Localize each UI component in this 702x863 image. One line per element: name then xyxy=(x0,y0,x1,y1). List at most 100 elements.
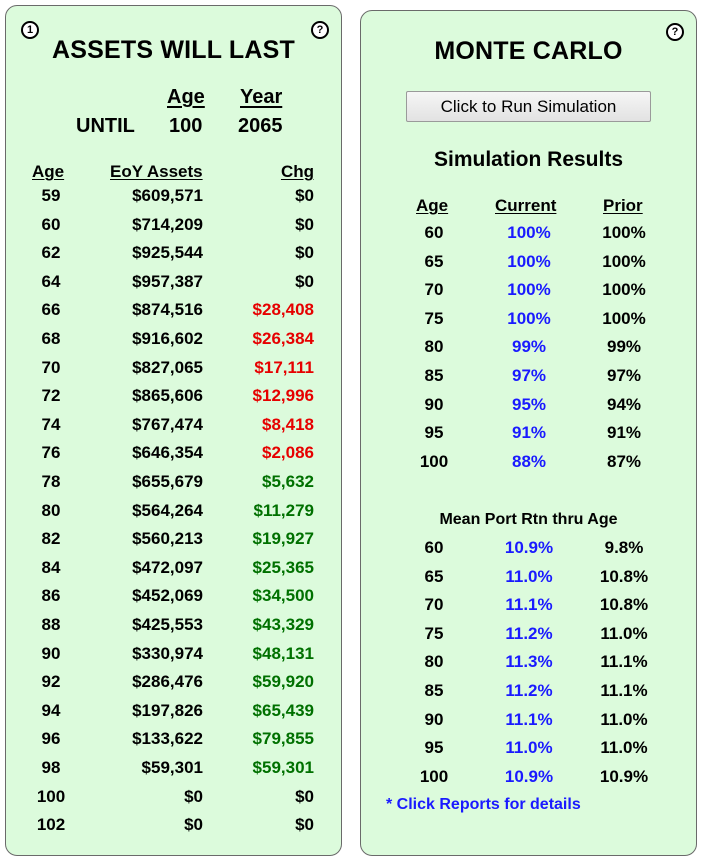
row-age: 70 xyxy=(41,357,61,377)
row-change: $79,855 xyxy=(252,729,314,749)
row-prior: 11.0% xyxy=(600,709,648,729)
table-row: 60 $714,209 $0 xyxy=(6,215,341,243)
table-row: 64 $957,387 $0 xyxy=(6,272,341,300)
row-prior: 87% xyxy=(606,451,642,471)
table-row: 80 99% 99% xyxy=(361,337,696,365)
row-eoy-assets: $646,354 xyxy=(132,443,203,463)
row-age: 102 xyxy=(36,815,66,835)
row-age: 75 xyxy=(424,308,444,328)
row-age: 82 xyxy=(41,529,61,549)
table-row: 74 $767,474 $8,418 xyxy=(6,415,341,443)
row-change: $59,301 xyxy=(252,758,314,777)
row-age: 90 xyxy=(424,394,444,414)
row-age: 78 xyxy=(41,472,61,491)
table-row: 85 97% 97% xyxy=(361,366,696,394)
monte-carlo-panel: ? MONTE CARLO Click to Run Simulation Si… xyxy=(360,10,697,856)
row-eoy-assets: $425,553 xyxy=(132,615,203,634)
row-age: 90 xyxy=(424,709,444,729)
row-eoy-assets: $0 xyxy=(184,786,203,806)
table-row: 82 $560,213 $19,927 xyxy=(6,529,341,557)
table-row: 80 $564,264 $11,279 xyxy=(6,501,341,529)
results-header-current: Current xyxy=(495,196,557,215)
run-simulation-button[interactable]: Click to Run Simulation xyxy=(406,91,651,122)
row-age: 60 xyxy=(424,538,444,557)
panel-title: ASSETS WILL LAST xyxy=(51,36,296,64)
row-age: 100 xyxy=(36,786,66,806)
until-year-value: 2065 xyxy=(238,115,283,137)
row-change: $2,086 xyxy=(262,443,314,463)
row-change: $65,439 xyxy=(252,700,314,720)
table-row: 68 $916,602 $26,384 xyxy=(6,329,341,357)
row-current: 10.9% xyxy=(504,538,554,557)
row-age: 80 xyxy=(424,337,444,357)
panel-title: MONTE CARLO xyxy=(434,37,623,65)
row-age: 60 xyxy=(41,214,61,234)
info-number-icon-label: 1 xyxy=(26,23,34,36)
column-header-age: Age xyxy=(32,162,65,181)
row-age: 92 xyxy=(41,672,61,692)
table-row: 85 11.2% 11.1% xyxy=(361,681,696,709)
row-change: $0 xyxy=(295,214,314,234)
row-current: 11.1% xyxy=(505,595,553,615)
row-eoy-assets: $609,571 xyxy=(132,186,203,205)
table-row: 98 $59,301 $59,301 xyxy=(6,758,341,786)
row-prior: 11.0% xyxy=(600,623,648,643)
row-age: 95 xyxy=(424,423,444,443)
table-row: 70 $827,065 $17,111 xyxy=(6,358,341,386)
row-age: 94 xyxy=(41,700,61,720)
row-age: 66 xyxy=(41,300,61,320)
row-change: $19,927 xyxy=(252,529,314,549)
table-row: 59 $609,571 $0 xyxy=(6,186,341,214)
row-prior: 100% xyxy=(602,308,646,328)
row-age: 72 xyxy=(41,386,61,406)
row-current: 99% xyxy=(511,337,547,357)
row-prior: 99% xyxy=(606,337,642,357)
table-row: 90 95% 94% xyxy=(361,395,696,423)
row-eoy-assets: $560,213 xyxy=(132,529,203,549)
table-row: 78 $655,679 $5,632 xyxy=(6,472,341,500)
simulation-results-title: Simulation Results xyxy=(433,148,624,171)
row-eoy-assets: $714,209 xyxy=(132,214,203,234)
row-age: 88 xyxy=(41,615,61,634)
row-prior: 10.8% xyxy=(599,595,649,615)
row-prior: 11.0% xyxy=(600,738,648,758)
row-age: 68 xyxy=(41,329,61,348)
row-change: $0 xyxy=(295,186,314,205)
row-eoy-assets: $452,069 xyxy=(132,586,203,606)
row-current: 11.2% xyxy=(505,681,553,700)
table-row: 95 91% 91% xyxy=(361,423,696,451)
row-change: $26,384 xyxy=(252,329,314,348)
row-current: 100% xyxy=(507,223,551,242)
info-number-icon[interactable]: 1 xyxy=(21,21,39,39)
row-age: 65 xyxy=(424,566,444,586)
until-age-header: Age xyxy=(167,86,205,108)
row-age: 85 xyxy=(424,366,444,385)
table-row: 100 88% 87% xyxy=(361,452,696,480)
table-row: 66 $874,516 $28,408 xyxy=(6,300,341,328)
row-current: 11.0% xyxy=(505,566,553,586)
row-eoy-assets: $133,622 xyxy=(132,729,203,749)
row-change: $0 xyxy=(295,786,314,806)
row-age: 59 xyxy=(41,186,61,205)
row-age: 64 xyxy=(41,271,61,291)
row-prior: 11.1% xyxy=(600,652,648,672)
table-row: 60 10.9% 9.8% xyxy=(361,538,696,566)
help-icon[interactable]: ? xyxy=(311,21,329,39)
row-prior: 10.8% xyxy=(599,566,649,586)
row-age: 74 xyxy=(41,414,61,434)
row-current: 11.0% xyxy=(505,738,553,758)
row-current: 100% xyxy=(507,308,551,328)
row-prior: 100% xyxy=(602,280,646,300)
table-row: 72 $865,606 $12,996 xyxy=(6,386,341,414)
table-row: 75 11.2% 11.0% xyxy=(361,624,696,652)
table-row: 100 $0 $0 xyxy=(6,787,341,815)
row-age: 65 xyxy=(424,251,444,271)
row-current: 11.3% xyxy=(505,652,553,672)
help-icon[interactable]: ? xyxy=(666,23,684,41)
table-row: 65 100% 100% xyxy=(361,252,696,280)
until-year-header: Year xyxy=(240,86,283,108)
table-row: 96 $133,622 $79,855 xyxy=(6,729,341,757)
table-row: 84 $472,097 $25,365 xyxy=(6,558,341,586)
row-prior: 100% xyxy=(602,251,646,271)
row-age: 98 xyxy=(41,758,61,777)
